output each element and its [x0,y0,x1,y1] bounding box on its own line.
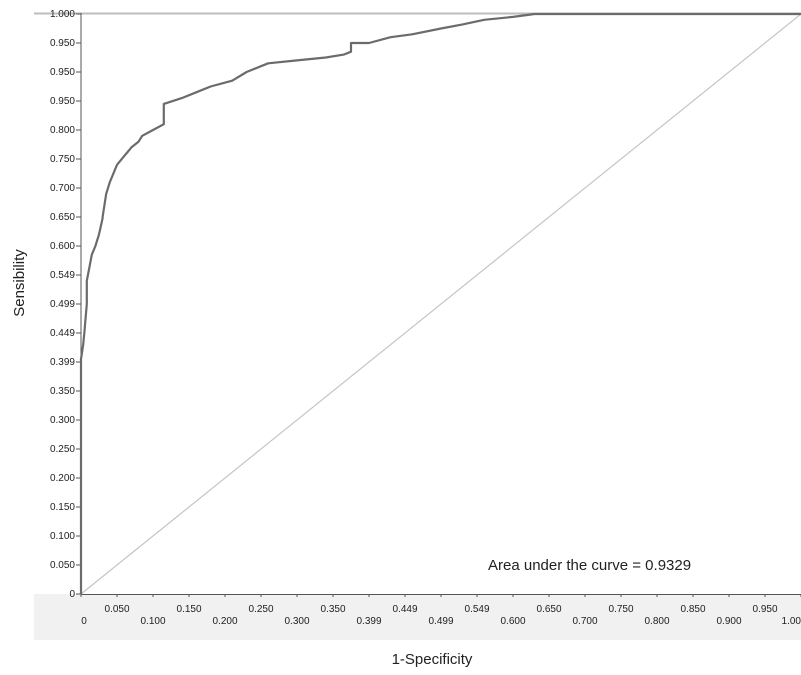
x-tick-label: 1.00 [782,616,801,627]
y-tick-label: 0.700 [50,183,75,194]
x-axis-tick-labels: 0 0.050 0.100 0.150 0.200 0.250 0.300 0.350 0.39… [81,604,801,627]
x-tick-label: 0.900 [716,616,741,627]
x-tick-label: 0.150 [176,604,201,615]
x-tick-label: 0.100 [140,616,165,627]
x-tick-label: 0.449 [392,604,417,615]
y-tick-label: 0.250 [50,444,75,455]
y-tick-label: 0.050 [50,560,75,571]
y-tick-label: 0 [69,589,75,600]
x-tick-label: 0.350 [320,604,345,615]
x-axis-ticks [80,594,801,597]
y-tick-label: 0.800 [50,125,75,136]
y-tick-label: 0.950 [50,67,75,78]
x-tick-label: 0.650 [536,604,561,615]
y-tick-label: 0.100 [50,531,75,542]
y-tick-label: 0.600 [50,241,75,252]
y-tick-label: 1.000 [50,9,75,20]
y-tick-label: 0.750 [50,154,75,165]
y-tick-label: 0.950 [50,38,75,49]
x-tick-label: 0.850 [680,604,705,615]
x-tick-label: 0.300 [284,616,309,627]
x-tick-label: 0.050 [104,604,129,615]
y-tick-label: 0.300 [50,415,75,426]
x-tick-label: 0 [81,616,87,627]
y-tick-label: 0.150 [50,502,75,513]
x-tick-label: 0.200 [212,616,237,627]
x-tick-label: 0.750 [608,604,633,615]
y-tick-label: 0.950 [50,96,75,107]
x-tick-label: 0.700 [572,616,597,627]
x-tick-label: 0.250 [248,604,273,615]
y-tick-label: 0.399 [50,357,75,368]
x-axis-title: 1-Specificity [392,651,473,668]
x-tick-label: 0.549 [464,604,489,615]
y-axis-title: Sensibility [11,249,28,317]
y-tick-label: 0.449 [50,328,75,339]
x-tick-label: 0.950 [752,604,777,615]
y-tick-label: 0.650 [50,212,75,223]
y-tick-label: 0.499 [50,299,75,310]
y-axis-tick-labels: 0 0.050 0.100 0.150 0.200 0.250 0.300 0.350 0.39… [50,9,75,600]
y-tick-label: 0.200 [50,473,75,484]
x-axis-band [34,594,801,640]
x-tick-label: 0.600 [500,616,525,627]
x-tick-label: 0.800 [644,616,669,627]
x-tick-label: 0.399 [356,616,381,627]
y-tick-label: 0.350 [50,386,75,397]
roc-curve-line [79,12,801,594]
series-layer [79,12,801,595]
auc-annotation: Area under the curve = 0.9329 [488,557,691,574]
reference-diagonal-line [80,13,801,595]
y-tick-label: 0.549 [50,270,75,281]
x-tick-label: 0.499 [428,616,453,627]
